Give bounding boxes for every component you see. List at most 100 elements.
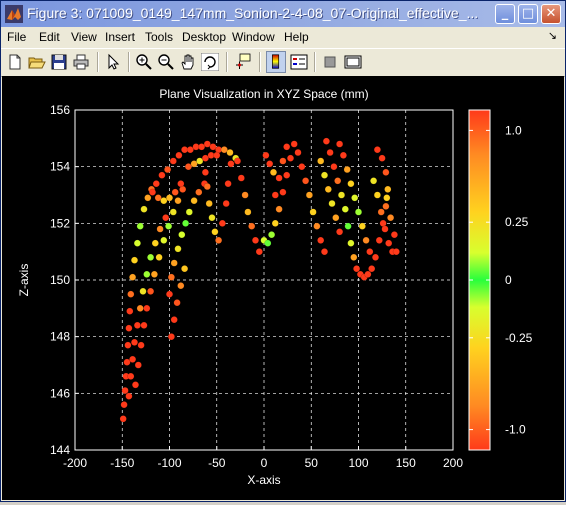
data-point bbox=[170, 259, 178, 267]
y-axis-label: Z-axis bbox=[17, 264, 31, 297]
data-point bbox=[378, 154, 386, 162]
dock-arrow-icon[interactable]: ↘ bbox=[547, 30, 557, 42]
data-point bbox=[178, 231, 186, 239]
menu-desktop[interactable]: Desktop bbox=[182, 30, 227, 44]
data-point bbox=[134, 361, 142, 369]
colorbar-tick-label: -1.0 bbox=[505, 423, 526, 437]
data-point bbox=[129, 273, 137, 281]
data-point bbox=[181, 265, 189, 273]
data-point bbox=[131, 381, 139, 389]
open-file-icon[interactable] bbox=[28, 53, 46, 71]
data-point bbox=[133, 321, 141, 329]
chart-title: Plane Visualization in XYZ Space (mm) bbox=[159, 87, 368, 101]
data-point bbox=[268, 231, 276, 239]
menu-insert[interactable]: Insert bbox=[105, 30, 136, 44]
data-point bbox=[383, 194, 391, 202]
data-point bbox=[127, 290, 135, 298]
print-icon[interactable] bbox=[72, 53, 90, 71]
data-point bbox=[136, 304, 144, 312]
edit-plot-arrow-icon[interactable] bbox=[104, 53, 122, 71]
save-icon[interactable] bbox=[50, 53, 68, 71]
colorbar-ticks: 1.0 0.25 0 -0.25 -1.0 bbox=[469, 123, 533, 437]
insert-colorbar-icon[interactable] bbox=[266, 51, 286, 73]
y-tick-label: 152 bbox=[50, 216, 70, 230]
title-bar[interactable]: Figure 3: 071009_0149_147mm_Sonion-2-4-0… bbox=[1, 1, 565, 27]
data-point bbox=[173, 299, 181, 307]
data-point bbox=[339, 151, 347, 159]
menu-edit[interactable]: Edit bbox=[39, 30, 60, 44]
hide-plot-tools-icon[interactable] bbox=[321, 53, 339, 71]
data-point bbox=[155, 253, 163, 261]
data-point bbox=[182, 219, 190, 227]
data-point bbox=[156, 225, 164, 233]
data-point bbox=[334, 177, 342, 185]
data-point bbox=[244, 208, 252, 216]
data-point bbox=[248, 222, 256, 230]
data-point bbox=[151, 239, 159, 247]
data-point bbox=[205, 199, 213, 207]
data-point bbox=[121, 387, 129, 395]
zoom-out-icon[interactable] bbox=[157, 53, 175, 71]
x-tick-label: -50 bbox=[208, 456, 226, 470]
menu-file[interactable]: File bbox=[7, 30, 27, 44]
data-point bbox=[139, 287, 147, 295]
show-plot-tools-icon[interactable] bbox=[344, 53, 362, 71]
data-point bbox=[158, 171, 166, 179]
menu-view[interactable]: View bbox=[71, 30, 97, 44]
rotate-3d-icon[interactable] bbox=[201, 53, 219, 71]
data-point bbox=[125, 324, 133, 332]
data-point bbox=[165, 194, 173, 202]
pan-hand-icon[interactable] bbox=[179, 53, 197, 71]
menu-window[interactable]: Window bbox=[232, 30, 275, 44]
y-tick-label: 146 bbox=[50, 386, 70, 400]
data-point bbox=[177, 180, 185, 188]
data-point bbox=[165, 290, 173, 298]
data-point bbox=[358, 222, 366, 230]
data-point bbox=[203, 140, 211, 148]
close-button[interactable]: ✕ bbox=[541, 4, 561, 24]
x-tick-label: -150 bbox=[110, 456, 134, 470]
x-axis-ticks: -200 -150 -100 -50 0 50 100 150 200 bbox=[63, 446, 463, 470]
data-point bbox=[143, 304, 151, 312]
data-point bbox=[377, 208, 385, 216]
data-point bbox=[385, 239, 393, 247]
data-point bbox=[184, 163, 192, 171]
data-point bbox=[341, 205, 349, 213]
scatter-plot[interactable]: Plane Visualization in XYZ Space (mm) -2… bbox=[2, 76, 564, 500]
data-point bbox=[317, 236, 325, 244]
y-tick-label: 150 bbox=[50, 273, 70, 287]
data-point bbox=[321, 171, 329, 179]
minimize-button[interactable]: _ bbox=[495, 4, 515, 24]
data-point bbox=[344, 222, 352, 230]
data-point bbox=[140, 321, 148, 329]
data-point bbox=[264, 239, 272, 247]
data-point bbox=[279, 188, 287, 196]
data-point bbox=[387, 214, 395, 222]
data-point bbox=[130, 338, 138, 346]
data-point bbox=[375, 236, 383, 244]
data-point bbox=[364, 270, 372, 278]
insert-legend-icon[interactable] bbox=[290, 53, 308, 71]
zoom-in-icon[interactable] bbox=[135, 53, 153, 71]
data-point bbox=[384, 185, 392, 193]
data-point bbox=[190, 160, 198, 168]
data-point bbox=[209, 143, 217, 151]
data-point bbox=[198, 143, 206, 151]
data-point bbox=[177, 282, 185, 290]
data-point bbox=[227, 160, 235, 168]
menu-tools[interactable]: Tools bbox=[145, 30, 174, 44]
toolbar-separator bbox=[97, 52, 99, 72]
data-cursor-icon[interactable] bbox=[234, 53, 252, 71]
new-figure-icon[interactable] bbox=[6, 53, 24, 71]
data-point bbox=[201, 168, 209, 176]
menu-help[interactable]: Help bbox=[284, 30, 309, 44]
colorbar-tick-label: 1.0 bbox=[505, 123, 522, 137]
data-point bbox=[336, 228, 344, 236]
maximize-button[interactable]: □ bbox=[518, 4, 538, 24]
data-point bbox=[294, 148, 302, 156]
menu-bar: File Edit View Insert Tools Desktop Wind… bbox=[1, 28, 565, 47]
data-point bbox=[298, 163, 306, 171]
data-point bbox=[160, 197, 168, 205]
data-point bbox=[125, 392, 133, 400]
window-title: Figure 3: 071009_0149_147mm_Sonion-2-4-0… bbox=[27, 5, 479, 21]
